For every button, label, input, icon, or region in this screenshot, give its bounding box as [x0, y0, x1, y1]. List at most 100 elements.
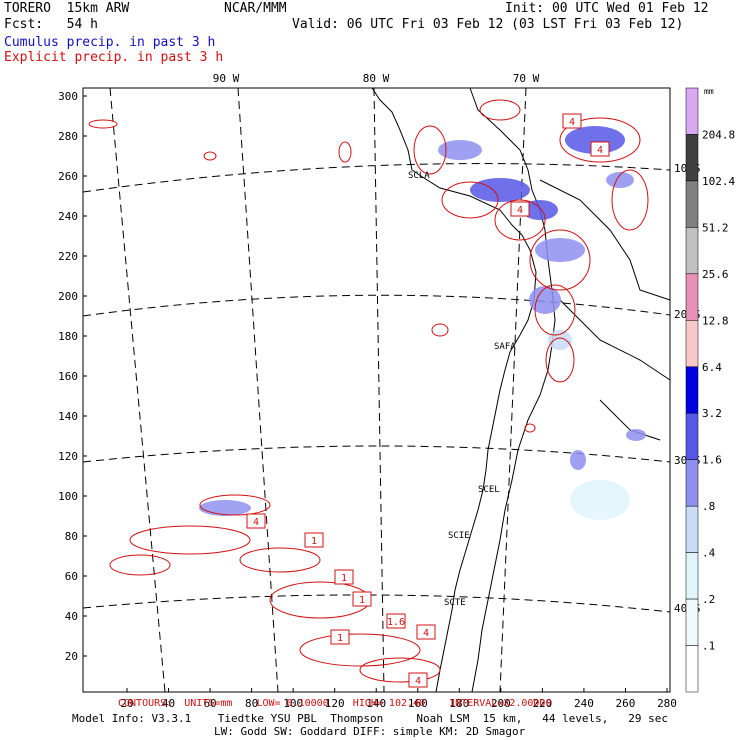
valid-time: Valid: 06 UTC Fri 03 Feb 12 (03 LST Fri …	[292, 17, 684, 32]
station-scte: SCTE	[444, 598, 466, 608]
parallels	[82, 163, 671, 613]
station-safa: SAFA	[494, 342, 516, 352]
colorbar: mm 204.8 102.4 51.2 25.6 12.8 6.4 3.2 1.6 .8 .4 .2.…	[685, 87, 735, 693]
colorbar-swatch	[685, 598, 699, 646]
contour-label: 4	[423, 628, 429, 639]
contour-labels: 4 4 1 1 1 1.6 4 1 4 4 4	[246, 113, 610, 688]
lon-label-80w: 80 W	[363, 72, 390, 85]
colorbar-level: 12.8	[702, 314, 729, 327]
contour-label-box	[304, 532, 324, 548]
colorbar-swatch	[685, 366, 699, 414]
station-scla: SCLA	[408, 171, 430, 181]
y-tick-label: 20	[65, 650, 78, 663]
cumulus-precip-shading	[199, 126, 646, 520]
y-tick-label: 200	[58, 290, 78, 303]
cumulus-field-title: Cumulus precip. in past 3 h	[4, 35, 216, 50]
x-tick-label: 100	[283, 697, 303, 710]
y-tick-label: 120	[58, 450, 78, 463]
longitude-labels: 90 W 80 W 70 W	[213, 72, 540, 85]
colorbar-swatch	[685, 459, 699, 507]
colorbar-swatch	[685, 227, 699, 275]
forecast-hour: Fcst: 54 h	[4, 17, 98, 32]
x-tick-label: 20	[120, 697, 133, 710]
colorbar-level: .4	[702, 547, 716, 560]
contour-label: 1.6	[387, 617, 405, 628]
x-tick-label: 200	[491, 697, 511, 710]
contour-label-box	[408, 672, 428, 688]
contour-label-box	[416, 624, 436, 640]
colorbar-swatch	[685, 645, 699, 693]
colorbar-swatch	[685, 134, 699, 182]
x-tick-label: 60	[203, 697, 216, 710]
y-tick-label: 300	[58, 90, 78, 103]
colorbar-swatch	[685, 320, 699, 368]
station-labels: SCLA SAFA SCEL SCIE SCTE	[408, 171, 516, 608]
x-tick-label: 280	[657, 697, 677, 710]
model-info: Model Info: V3.3.1 Tiedtke YSU PBL Thomp…	[72, 712, 669, 725]
map-panel: 4 4 1 1 1 1.6 4 1 4 4 4 SCLA SAFA SCEL SCIE SCTE	[82, 87, 671, 693]
colorbar-swatch	[685, 412, 699, 460]
x-tick-label: 240	[574, 697, 594, 710]
contour-label-box	[246, 513, 266, 529]
lon-label-90w: 90 W	[213, 72, 240, 85]
contour-label: 4	[517, 205, 523, 216]
lon-label-70w: 70 W	[513, 72, 540, 85]
contour-label-box	[330, 629, 350, 645]
colorbar-level: .1	[702, 640, 715, 653]
x-tick-label: 40	[162, 697, 175, 710]
station-scie: SCIE	[448, 531, 470, 541]
init-time: Init: 00 UTC Wed 01 Feb 12	[505, 1, 709, 16]
contour-label: 4	[253, 517, 259, 528]
y-tick-label: 220	[58, 250, 78, 263]
contour-label: 1	[359, 595, 365, 606]
colorbar-swatch	[685, 87, 699, 135]
colorbar-swatch	[685, 552, 699, 600]
contour-label: 4	[415, 676, 421, 687]
contour-label-box	[386, 613, 406, 629]
x-tick-label: 180	[449, 697, 469, 710]
x-tick-label: 260	[616, 697, 636, 710]
x-tick-label: 80	[245, 697, 258, 710]
y-tick-label: 240	[58, 210, 78, 223]
explicit-field-title: Explicit precip. in past 3 h	[4, 50, 224, 65]
colorbar-swatch	[685, 180, 699, 228]
x-tick-label: 140	[366, 697, 386, 710]
x-tick-label: 220	[532, 697, 552, 710]
colorbar-level: .2	[702, 593, 715, 606]
y-tick-label: 40	[65, 610, 78, 623]
contour-label: 4	[597, 145, 603, 156]
colorbar-unit: mm	[704, 87, 714, 96]
colorbar-level: 3.2	[702, 407, 722, 420]
y-tick-label: 280	[58, 130, 78, 143]
contour-label: 1	[337, 633, 343, 644]
colorbar-swatch	[685, 273, 699, 321]
station-scel: SCEL	[478, 485, 500, 495]
colorbar-level: 204.8	[702, 128, 735, 141]
colorbar-level: 51.2	[702, 221, 729, 234]
contour-label: 1	[311, 536, 317, 547]
model-info-physics: LW: Godd SW: Goddard DIFF: simple KM: 2D…	[214, 725, 526, 738]
colorbar-swatch	[685, 505, 699, 553]
y-tick-label: 80	[65, 530, 78, 543]
y-tick-label: 180	[58, 330, 78, 343]
x-axis: 20 40 60 80 100 120 140 160 180 200 220 240 260 280	[120, 688, 677, 710]
contour-label-box	[352, 591, 372, 607]
colorbar-level: .8	[702, 500, 715, 513]
x-tick-label: 120	[325, 697, 345, 710]
y-tick-label: 100	[58, 490, 78, 503]
andes-border	[469, 87, 556, 693]
meridians	[109, 87, 527, 693]
y-tick-label: 160	[58, 370, 78, 383]
colorbar-level: 102.4	[702, 175, 735, 188]
y-tick-label: 140	[58, 410, 78, 423]
country-border	[539, 179, 671, 441]
y-axis: 20 40 60 80 100 120 140 160 180 200 220 240 260 280 30…	[58, 90, 87, 663]
coastline	[371, 87, 537, 693]
organization: NCAR/MMM	[224, 1, 287, 16]
contour-label: 1	[341, 573, 347, 584]
contours-info: CONTOURS: UNITS=mm LOW= 0.10000 HIGH= 10…	[118, 698, 552, 709]
contour-label: 4	[569, 117, 575, 128]
y-tick-label: 60	[65, 570, 78, 583]
y-tick-label: 260	[58, 170, 78, 183]
